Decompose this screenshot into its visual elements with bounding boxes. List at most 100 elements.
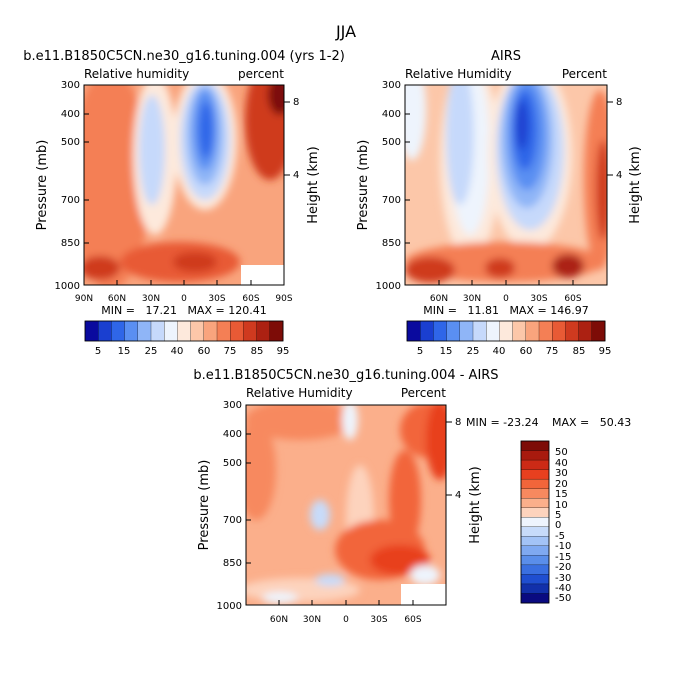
- colorbar-tick-label: 75: [224, 346, 237, 357]
- y-tick-label: 700: [382, 195, 401, 206]
- colorbar: 5 15 25 40 60 75 85 95: [84, 320, 289, 357]
- colorbar-swatch: [190, 320, 205, 342]
- colorbar-swatch: [520, 593, 550, 604]
- colorbar-tick-label: 40: [493, 346, 506, 357]
- y-tick-label: 500: [223, 458, 242, 469]
- colorbar-swatches: [406, 320, 606, 342]
- y-tick-label: 400: [382, 109, 401, 120]
- colorbar-swatch: [150, 320, 165, 342]
- colorbar-swatch: [520, 450, 550, 461]
- colorbar-tick-label: 40: [171, 346, 184, 357]
- colorbar-tick-label: 15: [555, 489, 568, 500]
- x-tick-label: 30S: [208, 294, 225, 304]
- colorbar-tick-label: 75: [546, 346, 559, 357]
- x-tick-label: 0: [343, 615, 349, 625]
- y-tick-label: 850: [223, 558, 242, 569]
- colorbar-swatch: [520, 469, 550, 480]
- x-tick-label: 60N: [430, 294, 448, 304]
- colorbar-swatch: [84, 320, 99, 342]
- colorbar-swatch: [459, 320, 474, 342]
- y-axis-right: 8 4: [284, 97, 299, 181]
- colorbar-swatch: [520, 583, 550, 594]
- colorbar-tick-label: -50: [555, 593, 571, 604]
- x-tick-label: 30S: [530, 294, 547, 304]
- x-tick-label: 90S: [275, 294, 292, 304]
- y-tick-label: 700: [61, 195, 80, 206]
- colorbar-swatch: [520, 478, 550, 490]
- heatmap-field: [405, 85, 607, 285]
- colorbar-swatch: [578, 320, 593, 342]
- colorbar-tick-label: -10: [555, 541, 571, 552]
- y-tick-label: 850: [382, 238, 401, 249]
- colorbar-swatch: [446, 320, 461, 342]
- colorbar-swatch: [552, 320, 566, 342]
- panel-left-label: Relative humidity: [84, 67, 189, 81]
- x-tick-label: 30N: [303, 615, 321, 625]
- y-tick-label: 300: [223, 400, 242, 411]
- colorbar-swatch: [591, 320, 606, 342]
- colorbar-tick-label: 20: [555, 479, 568, 490]
- colorbar-tick-label: -5: [555, 531, 565, 542]
- colorbar-swatch: [243, 320, 258, 342]
- colorbar-swatch: [499, 320, 514, 342]
- colorbar-tick-label: 0: [555, 520, 561, 531]
- y-tick-label: 700: [223, 515, 242, 526]
- colorbar-swatches: [520, 440, 550, 604]
- x-tick-label: 30S: [370, 615, 387, 625]
- colorbar-swatch: [520, 536, 550, 547]
- colorbar-swatch: [269, 320, 284, 342]
- y-axis-right-title: Height (km): [628, 146, 643, 223]
- panel-title: b.e11.B1850C5CN.ne30_g16.tuning.004 (yrs…: [23, 49, 345, 64]
- y-tick-label: 300: [61, 80, 80, 91]
- panel-airs: AIRS Relative Humidity Percent: [356, 49, 643, 357]
- colorbar-tick-label: -40: [555, 583, 571, 594]
- colorbar-tick-label: 25: [145, 346, 158, 357]
- x-tick-label: 60S: [564, 294, 581, 304]
- colorbar-tick-label: 40: [555, 458, 568, 469]
- y-tick-label: 500: [61, 137, 80, 148]
- y-right-tick-label: 4: [616, 170, 622, 181]
- colorbar-tick-label: 30: [555, 468, 568, 479]
- y-right-tick-label: 4: [455, 490, 461, 501]
- colorbar-swatch: [512, 320, 527, 342]
- colorbar-tick-label: 10: [555, 500, 568, 511]
- y-tick-label: 400: [223, 429, 242, 440]
- panel-left-label: Relative Humidity: [405, 67, 512, 81]
- x-tick-label: 30N: [142, 294, 160, 304]
- colorbar-swatch: [520, 488, 550, 499]
- y-tick-label: 850: [61, 238, 80, 249]
- x-tick-label: 60N: [270, 615, 288, 625]
- colorbar-tick-label: 25: [467, 346, 480, 357]
- panel-model: b.e11.B1850C5CN.ne30_g16.tuning.004 (yrs…: [23, 49, 345, 357]
- colorbar-tick-label: 15: [440, 346, 453, 357]
- colorbar-swatch: [164, 320, 178, 342]
- stats-max-label: MAX = 50.43: [552, 416, 631, 429]
- x-axis: 90N 60N 30N 0 30S 60S 90S: [75, 294, 293, 304]
- colorbar-swatch: [520, 526, 550, 537]
- colorbar-swatch: [520, 545, 550, 556]
- colorbar-tick-label: 50: [555, 447, 568, 458]
- colorbar-swatch: [406, 320, 421, 342]
- y-axis-right: 8 4: [607, 97, 622, 181]
- colorbar-swatch: [256, 320, 271, 342]
- colorbar-tick-label: 5: [95, 346, 101, 357]
- x-tick-label: 0: [181, 294, 187, 304]
- x-tick-label: 30N: [463, 294, 481, 304]
- colorbar-vertical: 50 40 30 20 15 10 5 0 -5 -10 -15 -20 -30…: [520, 440, 571, 604]
- x-tick-label: 60N: [108, 294, 126, 304]
- colorbar-swatch: [486, 320, 500, 342]
- y-right-tick-label: 4: [293, 170, 299, 181]
- y-axis-title: Pressure (mb): [356, 140, 371, 231]
- panel-title: b.e11.B1850C5CN.ne30_g16.tuning.004 - AI…: [193, 368, 498, 383]
- panel-right-label: Percent: [401, 386, 446, 400]
- colorbar-swatch: [177, 320, 192, 342]
- heatmap-field: [84, 85, 284, 285]
- colorbar-swatch: [520, 440, 550, 451]
- colorbar-swatch: [420, 320, 434, 342]
- y-axis-title: Pressure (mb): [35, 140, 50, 231]
- colorbar-swatch: [203, 320, 218, 342]
- colorbar: 5 15 25 40 60 75 85 95: [406, 320, 611, 357]
- x-axis: 60N 30N 0 30S 60S: [270, 615, 422, 625]
- y-tick-label: 1000: [55, 281, 80, 292]
